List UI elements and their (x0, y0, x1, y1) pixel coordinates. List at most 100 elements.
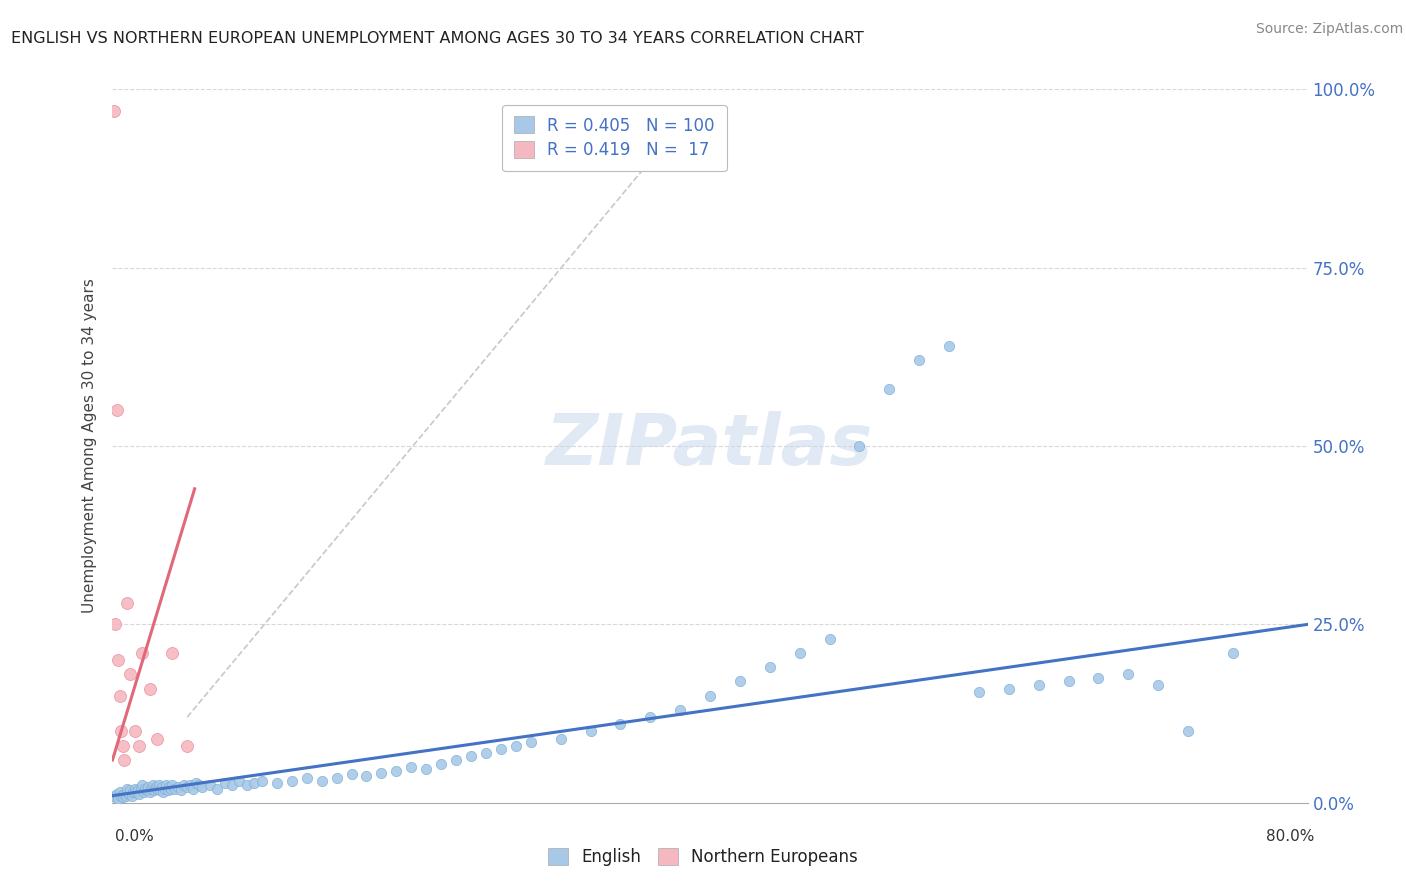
Legend: R = 0.405   N = 100, R = 0.419   N =  17: R = 0.405 N = 100, R = 0.419 N = 17 (502, 104, 727, 171)
Point (579, 724, 602, 739)
Text: ENGLISH VS NORTHERN EUROPEAN UNEMPLOYMENT AMONG AGES 30 TO 34 YEARS CORRELATION : ENGLISH VS NORTHERN EUROPEAN UNEMPLOYMEN… (11, 31, 865, 46)
Point (214, 776, 236, 790)
Point (311, 774, 333, 789)
Point (146, 731, 169, 746)
Legend: English, Northern Europeans: English, Northern Europeans (540, 840, 866, 875)
Point (444, 753, 467, 767)
Point (295, 771, 318, 785)
Point (143, 783, 166, 797)
Point (188, 778, 211, 792)
Point (148, 778, 170, 792)
Point (967, 685, 990, 699)
Point (118, 787, 141, 801)
Point (908, 353, 931, 368)
Point (110, 789, 132, 803)
Point (156, 783, 179, 797)
Text: Source: ZipAtlas.com: Source: ZipAtlas.com (1256, 22, 1403, 37)
Y-axis label: Unemployment Among Ages 30 to 34 years: Unemployment Among Ages 30 to 34 years (82, 278, 97, 614)
Point (150, 780, 173, 794)
Point (250, 774, 273, 789)
Point (111, 790, 134, 805)
Point (609, 717, 631, 731)
Point (191, 780, 214, 794)
Point (489, 742, 512, 756)
Point (198, 778, 221, 792)
Point (370, 765, 392, 780)
Point (228, 774, 250, 789)
Point (176, 739, 198, 753)
Point (139, 785, 162, 799)
Point (699, 689, 721, 703)
Text: 80.0%: 80.0% (1267, 830, 1315, 844)
Point (155, 778, 177, 792)
Point (165, 781, 187, 796)
Point (173, 778, 195, 792)
Point (132, 785, 155, 799)
Point (281, 774, 304, 789)
Point (669, 703, 692, 717)
Point (104, 790, 127, 805)
Point (145, 780, 167, 794)
Point (181, 781, 204, 796)
Point (107, 791, 129, 805)
Point (105, 787, 128, 801)
Point (550, 731, 572, 746)
Point (818, 632, 841, 646)
Point (141, 781, 163, 796)
Point (1057, 674, 1080, 689)
Point (120, 667, 142, 681)
Point (638, 710, 662, 724)
Point (167, 780, 190, 794)
Point (159, 781, 181, 796)
Point (759, 660, 782, 674)
Point (325, 771, 347, 785)
Point (117, 785, 139, 799)
Point (1177, 724, 1199, 739)
Point (120, 783, 142, 797)
Point (728, 674, 751, 689)
Point (107, 653, 129, 667)
Point (179, 778, 201, 792)
Point (146, 781, 169, 796)
Point (108, 785, 131, 799)
Point (149, 783, 172, 797)
Point (127, 783, 149, 797)
Point (153, 781, 176, 796)
Point (998, 681, 1021, 696)
Point (121, 789, 143, 803)
Point (125, 785, 148, 799)
Point (124, 781, 146, 796)
Point (138, 780, 160, 794)
Point (475, 746, 498, 760)
Point (142, 778, 165, 792)
Point (111, 739, 134, 753)
Text: ZIPatlas: ZIPatlas (547, 411, 873, 481)
Point (877, 382, 901, 396)
Point (1118, 667, 1140, 681)
Point (134, 781, 156, 796)
Point (401, 760, 423, 774)
Text: 0.0%: 0.0% (115, 830, 155, 844)
Point (139, 681, 162, 696)
Point (124, 724, 146, 739)
Point (129, 781, 152, 796)
Point (385, 764, 408, 778)
Point (505, 739, 527, 753)
Point (340, 767, 363, 781)
Point (157, 780, 180, 794)
Point (128, 787, 150, 801)
Point (162, 646, 183, 660)
Point (122, 785, 145, 799)
Point (131, 778, 153, 792)
Point (243, 776, 266, 790)
Point (1222, 646, 1244, 660)
Point (520, 735, 543, 749)
Point (170, 783, 193, 797)
Point (236, 778, 259, 792)
Point (103, 789, 125, 803)
Point (104, 617, 127, 632)
Point (1087, 671, 1109, 685)
Point (221, 778, 243, 792)
Point (110, 724, 132, 739)
Point (460, 749, 482, 764)
